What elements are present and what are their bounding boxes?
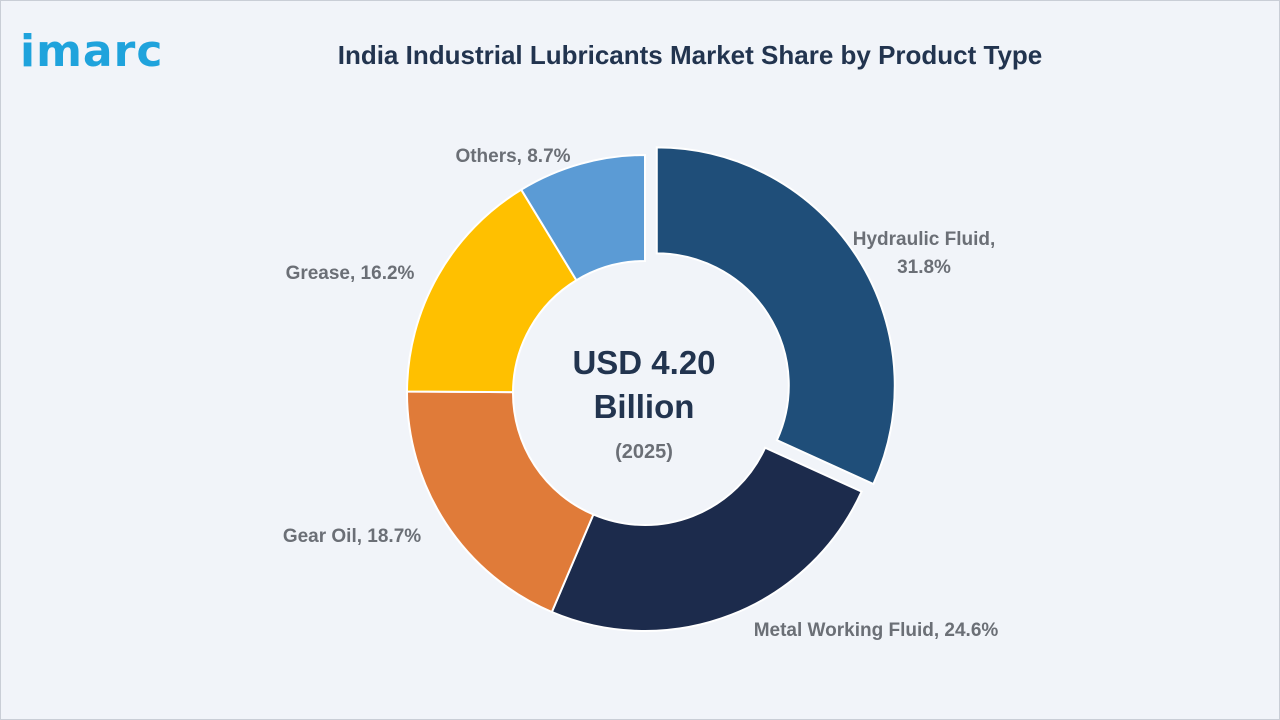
center-year: (2025) [615, 441, 673, 463]
imarc-logo: imarc [20, 26, 164, 77]
label-hydraulic-fluid: Hydraulic Fluid, [853, 229, 996, 250]
slice-others [519, 153, 646, 282]
label-value-hydraulic-fluid: 31.8% [897, 257, 951, 278]
label-others: Others, 8.7% [455, 146, 570, 167]
label-grease: Grease, 16.2% [286, 263, 415, 284]
slice-gear-oil [406, 390, 595, 614]
slice-metal-working-fluid [550, 446, 863, 632]
slice-hydraulic-fluid [655, 146, 896, 486]
label-metal-working-fluid: Metal Working Fluid, 24.6% [754, 620, 999, 641]
center-unit: Billion [594, 388, 695, 425]
center-value: USD 4.20 [572, 344, 715, 381]
label-gear-oil: Gear Oil, 18.7% [283, 526, 421, 547]
chart-title: India Industrial Lubricants Market Share… [337, 40, 1043, 70]
